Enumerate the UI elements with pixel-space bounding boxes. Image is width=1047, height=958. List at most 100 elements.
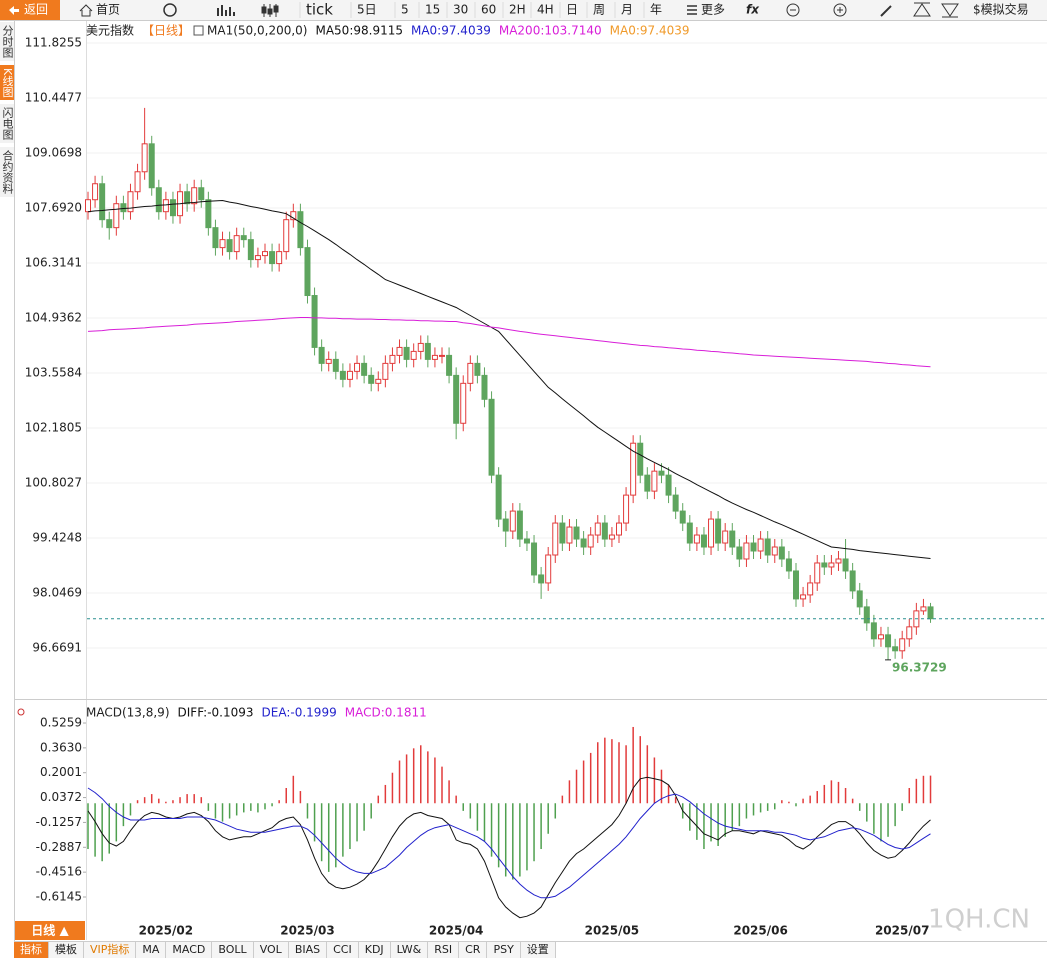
macd-bar [235, 803, 238, 816]
candle-body [120, 203, 127, 213]
period-button[interactable]: 5 [401, 3, 409, 17]
side-tab[interactable]: 合约资料 [0, 147, 14, 198]
macd-bar [108, 803, 110, 854]
macd-bar [483, 803, 486, 842]
side-tab[interactable]: 分时图 [0, 22, 14, 61]
y-tick-label: 0.2001 [40, 765, 82, 779]
down-icon[interactable] [941, 3, 959, 18]
macd-bar [377, 795, 380, 804]
candle-body [771, 546, 778, 556]
candle-body [630, 442, 637, 496]
macd-bar [490, 803, 493, 857]
formula-button[interactable]: fx [746, 3, 760, 17]
macd-bar [781, 800, 783, 804]
macd-bar [129, 803, 132, 816]
side-tab[interactable]: K线图 [0, 65, 14, 101]
home-label[interactable]: 首页 [96, 3, 120, 17]
macd-bar [214, 803, 217, 819]
macd-bar [759, 803, 762, 813]
period-button[interactable]: 日 [566, 3, 578, 17]
indicator-tab[interactable]: 指标 [14, 942, 49, 958]
candle-body [162, 199, 169, 213]
period-button[interactable]: 60 [481, 3, 496, 17]
macd-bar [738, 803, 741, 827]
indicator-tab[interactable]: KDJ [358, 942, 391, 958]
back-button[interactable] [0, 0, 60, 20]
macd-bar [894, 803, 896, 827]
indicator-tabs: 指标 模板 VIP指标 MA MACD BOLL VOL BIAS CCI KDJ LW& RSI CR… [14, 942, 556, 958]
trade-button[interactable]: $模拟交易 [973, 2, 1029, 17]
macd-bar [540, 803, 542, 850]
refresh-icon[interactable] [163, 3, 177, 17]
period-box[interactable] [15, 921, 85, 940]
period-button[interactable]: 4H [537, 3, 554, 17]
candle-body [651, 470, 658, 492]
legend-entry: DIFF:-0.1093 [178, 706, 254, 720]
macd-bar [929, 775, 932, 804]
macd-bar [398, 760, 401, 804]
y-tick-label: -0.4516 [36, 865, 82, 879]
indicator-tab[interactable]: BIAS [288, 942, 328, 958]
indicator-tab[interactable]: 模板 [49, 942, 84, 958]
indicator-tab[interactable]: VIP指标 [84, 942, 137, 958]
macd-bar [207, 803, 210, 811]
zoom-in[interactable] [833, 3, 847, 17]
side-tab[interactable]: 闪电图 [0, 104, 14, 144]
more-label[interactable]: 更多 [701, 3, 725, 17]
period-button[interactable]: 2H [509, 3, 526, 17]
back-label[interactable]: 返回 [24, 3, 48, 17]
candle-body [594, 522, 601, 536]
pen-icon[interactable] [880, 5, 892, 17]
indicator-tab[interactable]: CCI [327, 942, 359, 958]
period-button[interactable]: 30 [453, 3, 468, 17]
macd-bar [660, 769, 663, 804]
up-icon[interactable] [913, 2, 931, 17]
candle-body [793, 570, 799, 600]
indicator-icon [193, 25, 204, 36]
indicator-tab[interactable]: MACD [166, 942, 213, 958]
y-tick-label: 110.4477 [25, 91, 82, 105]
macd-bar [561, 795, 564, 804]
candle-icon[interactable] [261, 4, 279, 17]
macd-bar [724, 803, 726, 837]
macd-bar [150, 794, 153, 804]
candle-body [523, 538, 530, 544]
macd-bar [632, 726, 634, 804]
candle-body [665, 474, 672, 496]
indicator-tab[interactable]: CR [459, 942, 488, 958]
period-button[interactable]: 年 [650, 3, 662, 17]
period-button[interactable]: tick [306, 1, 333, 19]
candle-body [226, 239, 233, 253]
candle-body [431, 354, 438, 360]
kline-icon[interactable] [217, 5, 235, 16]
candle-body [509, 510, 516, 532]
period-button[interactable]: 月 [621, 3, 633, 17]
macd-bar [618, 742, 620, 804]
candle-body [155, 187, 162, 213]
period-button[interactable]: 周 [593, 3, 605, 17]
macd-bar [766, 803, 769, 811]
indicator-tab[interactable]: LW& [390, 942, 429, 958]
macd-bar [597, 742, 599, 804]
period-button[interactable]: 5日 [357, 3, 377, 17]
indicator-tab[interactable]: RSI [428, 942, 460, 958]
macd-bar [837, 781, 840, 804]
indicator-tab[interactable]: 设置 [520, 942, 556, 958]
indicator-tab[interactable]: PSY [487, 942, 521, 958]
period-box-label[interactable]: 日线 ▲ [31, 923, 69, 938]
indicator-tab[interactable]: VOL [253, 942, 289, 958]
candle-body [644, 474, 651, 492]
indicator-tab[interactable]: MA [136, 942, 167, 958]
macd-bar [356, 803, 358, 842]
indicator-tab[interactable]: BOLL [212, 942, 254, 958]
macd-bar [320, 803, 323, 862]
macd-bar [349, 803, 351, 850]
macd-line [87, 787, 931, 899]
period-button[interactable]: 15 [425, 3, 440, 17]
macd-bar [420, 745, 422, 804]
macd-bar [908, 787, 911, 804]
y-tick-label: 100.8027 [25, 476, 82, 490]
macd-bar [858, 803, 861, 811]
candle-body [658, 470, 665, 476]
zoom-out[interactable] [786, 3, 800, 17]
